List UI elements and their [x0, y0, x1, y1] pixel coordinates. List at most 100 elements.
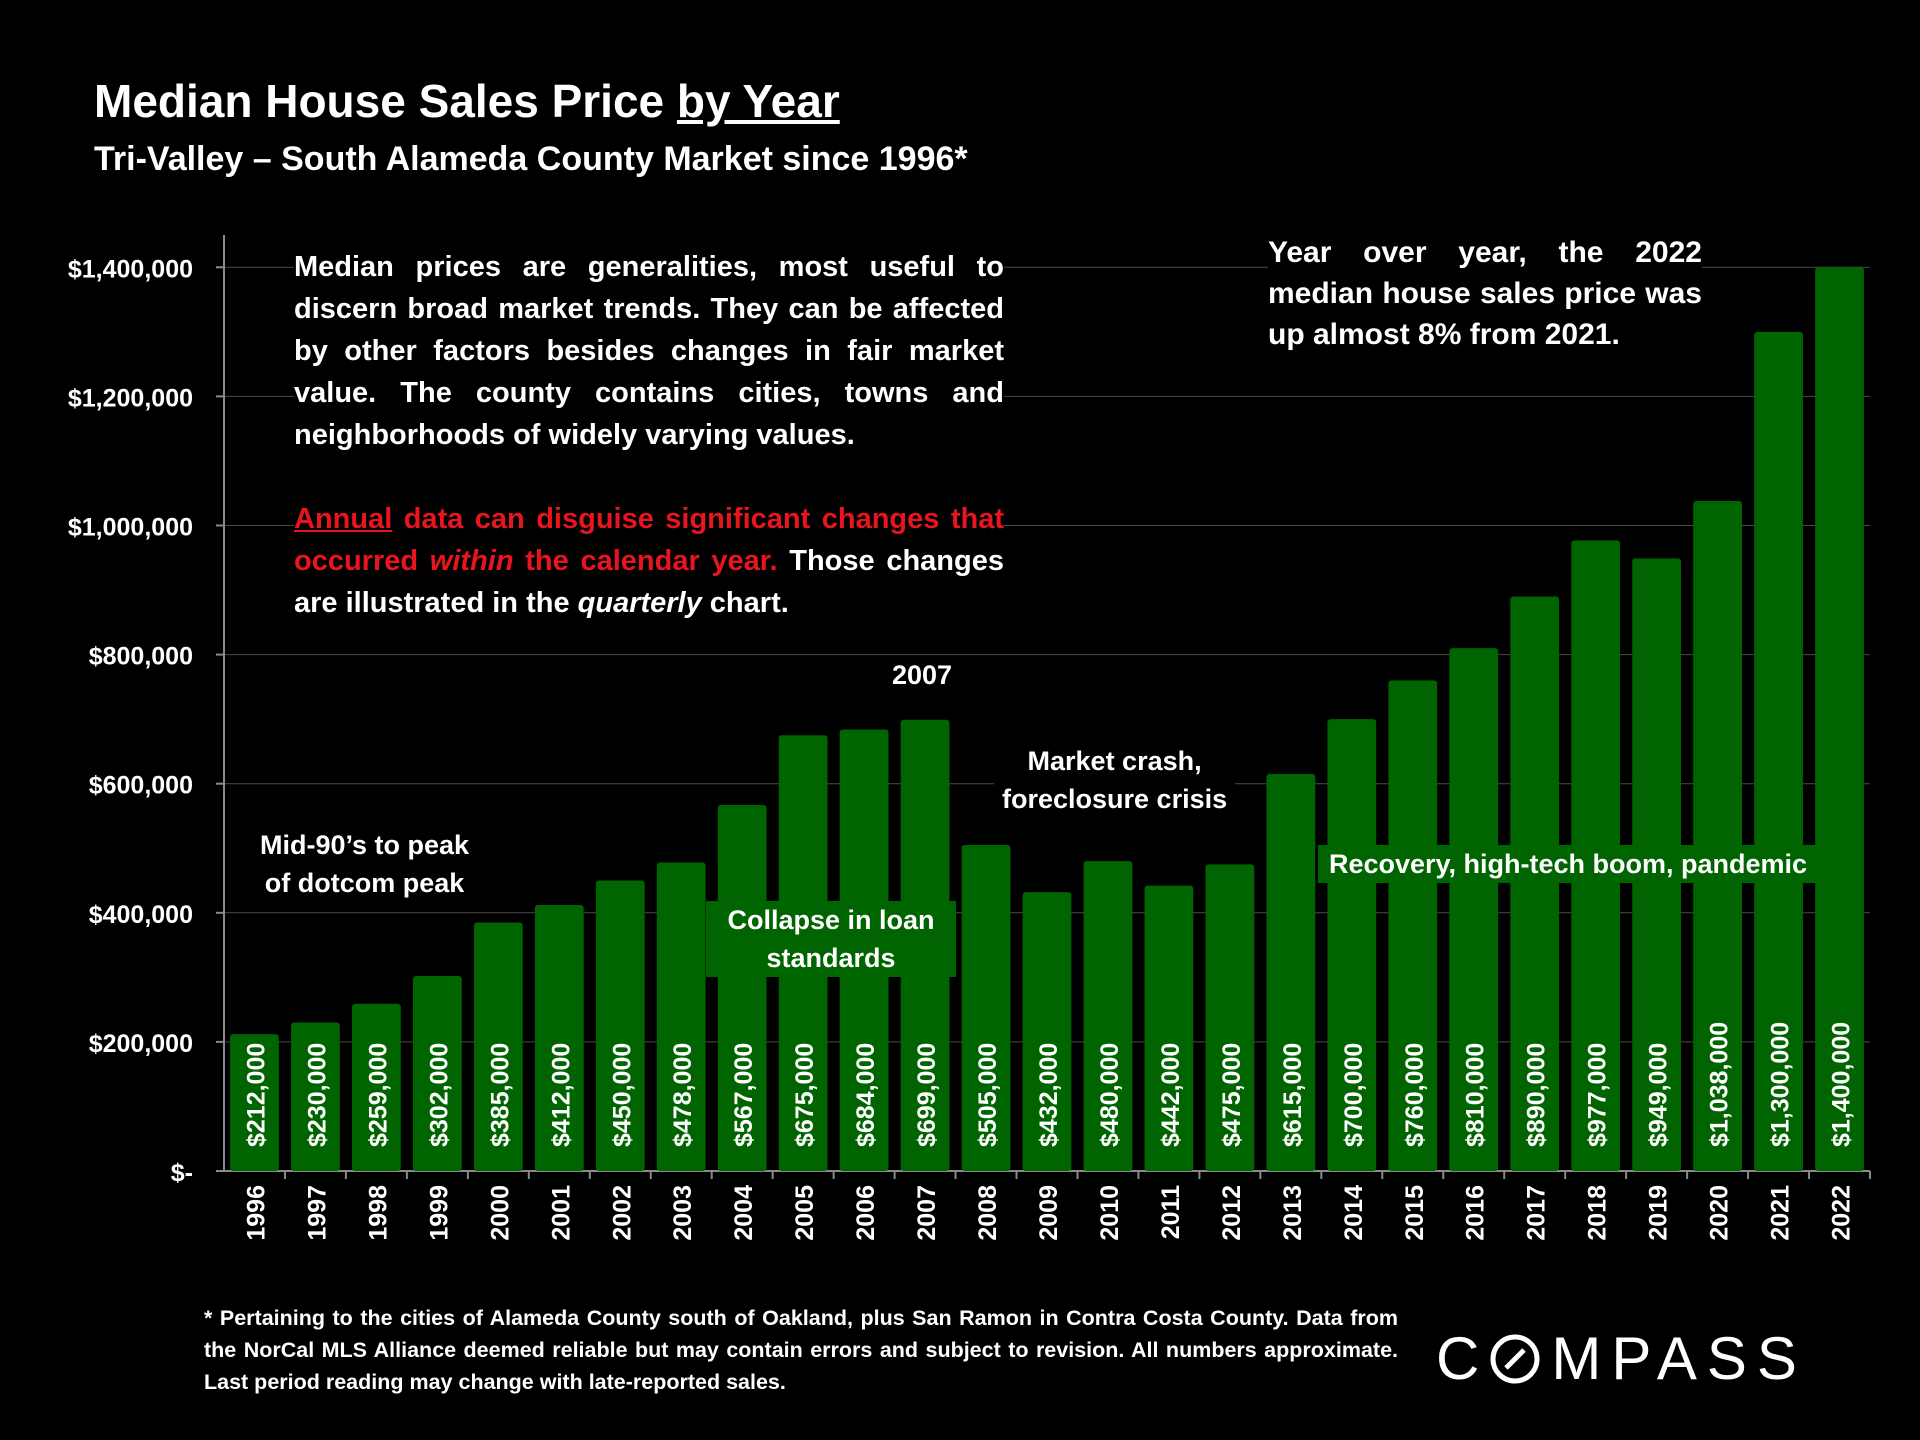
bar — [1693, 500, 1742, 1171]
x-tick-label: 2018 — [1584, 1185, 1612, 1241]
y-tick-label: $- — [171, 1159, 193, 1187]
y-tick-label: $600,000 — [89, 772, 193, 800]
year-2007-annotation: 2007 — [884, 656, 961, 694]
chart-subtitle: Tri-Valley – South Alameda County Market… — [94, 140, 968, 178]
y-tick-label: $1,200,000 — [68, 384, 193, 412]
data-label: $675,000 — [791, 1043, 819, 1147]
bar — [961, 845, 1011, 1171]
x-tick-label: 1996 — [242, 1185, 270, 1241]
bar — [1266, 774, 1316, 1171]
annual-data-warning: Annual data can disguise significant cha… — [294, 503, 1004, 619]
data-label: $977,000 — [1584, 1043, 1612, 1147]
data-label: $810,000 — [1462, 1043, 1490, 1147]
bar — [1388, 680, 1438, 1171]
x-tick-label: 2011 — [1157, 1185, 1185, 1239]
bar — [1754, 331, 1803, 1171]
x-tick-label: 2013 — [1279, 1185, 1307, 1241]
annual-word: Annual — [294, 503, 393, 535]
data-label: $700,000 — [1340, 1043, 1368, 1147]
recovery-annotation: Recovery, high-tech boom, pandemic — [1318, 845, 1818, 883]
data-label: $1,400,000 — [1828, 1022, 1856, 1147]
x-tick-label: 2005 — [791, 1185, 819, 1241]
bar — [1144, 885, 1194, 1171]
yoy-note: Year over year, the 2022 median house sa… — [1268, 232, 1702, 355]
x-tick-label: 2003 — [669, 1185, 697, 1241]
data-label: $385,000 — [486, 1043, 514, 1147]
data-label: $212,000 — [242, 1043, 270, 1147]
chart-title: Median House Sales Price by Year — [94, 75, 840, 127]
x-tick-label: 2021 — [1767, 1185, 1795, 1241]
data-label: $480,000 — [1096, 1043, 1124, 1147]
x-tick-label: 2004 — [730, 1185, 758, 1241]
data-label: $450,000 — [608, 1043, 636, 1147]
x-tick-label: 2001 — [547, 1185, 575, 1241]
x-tick-label: 2017 — [1523, 1185, 1551, 1241]
data-label: $478,000 — [669, 1043, 697, 1147]
data-label: $230,000 — [303, 1043, 331, 1147]
data-label: $412,000 — [547, 1043, 575, 1147]
data-label: $567,000 — [730, 1043, 758, 1147]
data-label: $432,000 — [1035, 1043, 1063, 1147]
bar — [1205, 864, 1255, 1171]
bar — [1327, 719, 1377, 1171]
x-tick-label: 1999 — [425, 1185, 453, 1241]
bar — [656, 862, 706, 1171]
data-label: $302,000 — [425, 1043, 453, 1147]
x-tick-label: 1997 — [303, 1185, 331, 1241]
x-tick-label: 2019 — [1645, 1185, 1673, 1241]
bar — [352, 1003, 401, 1171]
x-tick-label: 2012 — [1218, 1185, 1246, 1241]
x-tick-label: 2008 — [974, 1185, 1002, 1241]
x-tick-label: 2000 — [486, 1185, 514, 1241]
footnote: * Pertaining to the cities of Alameda Co… — [204, 1306, 1398, 1394]
bar — [1083, 861, 1133, 1171]
x-tick-label: 2016 — [1462, 1185, 1490, 1241]
title-underlined: by Year — [676, 75, 840, 127]
data-label: $475,000 — [1218, 1043, 1246, 1147]
x-tick-label: 2020 — [1706, 1185, 1734, 1241]
bar — [1815, 267, 1864, 1171]
y-tick-label: $200,000 — [89, 1030, 193, 1058]
data-label: $1,038,000 — [1706, 1022, 1734, 1147]
x-tick-label: 2010 — [1096, 1185, 1124, 1241]
y-tick-label: $1,000,000 — [68, 513, 193, 541]
x-tick-label: 2002 — [608, 1185, 636, 1241]
data-label: $684,000 — [852, 1043, 880, 1147]
data-label: $949,000 — [1645, 1043, 1673, 1147]
x-tick-label: 2015 — [1401, 1185, 1429, 1241]
x-tick-label: 2022 — [1828, 1185, 1856, 1241]
data-label: $699,000 — [913, 1043, 941, 1147]
y-tick-label: $400,000 — [89, 901, 193, 929]
bar — [412, 976, 462, 1171]
generalities-text: Median prices are generalities, most use… — [294, 251, 1004, 451]
bar — [473, 922, 523, 1171]
x-tick-label: 1998 — [364, 1185, 392, 1241]
bar — [1022, 892, 1072, 1171]
crash-annotation: Market crash, foreclosure crisis — [994, 742, 1236, 818]
y-tick-label: $1,400,000 — [68, 255, 193, 283]
data-label: $259,000 — [364, 1043, 392, 1147]
x-tick-label: 2014 — [1340, 1185, 1368, 1241]
data-label: $890,000 — [1523, 1043, 1551, 1147]
data-label: $442,000 — [1157, 1043, 1185, 1147]
bar — [1449, 648, 1499, 1171]
data-label: $505,000 — [974, 1043, 1002, 1147]
generalities-note: Median prices are generalities, most use… — [294, 246, 1004, 624]
bar — [717, 804, 767, 1171]
bar — [1510, 596, 1560, 1171]
dotcom-annotation: Mid-90’s to peak of dotcom peak — [252, 826, 478, 902]
x-tick-label: 2007 — [913, 1185, 941, 1241]
compass-o-icon — [1490, 1334, 1540, 1384]
x-tick-label: 2009 — [1035, 1185, 1063, 1241]
y-tick-label: $800,000 — [89, 643, 193, 671]
data-label: $1,300,000 — [1767, 1022, 1795, 1147]
bar — [534, 905, 584, 1171]
bar — [595, 880, 645, 1171]
bar — [291, 1022, 340, 1171]
bar — [230, 1034, 279, 1171]
data-label: $760,000 — [1401, 1043, 1429, 1147]
data-label: $615,000 — [1279, 1043, 1307, 1147]
x-tick-label: 2006 — [852, 1185, 880, 1241]
collapse-annotation: Collapse in loan standards — [706, 901, 956, 977]
